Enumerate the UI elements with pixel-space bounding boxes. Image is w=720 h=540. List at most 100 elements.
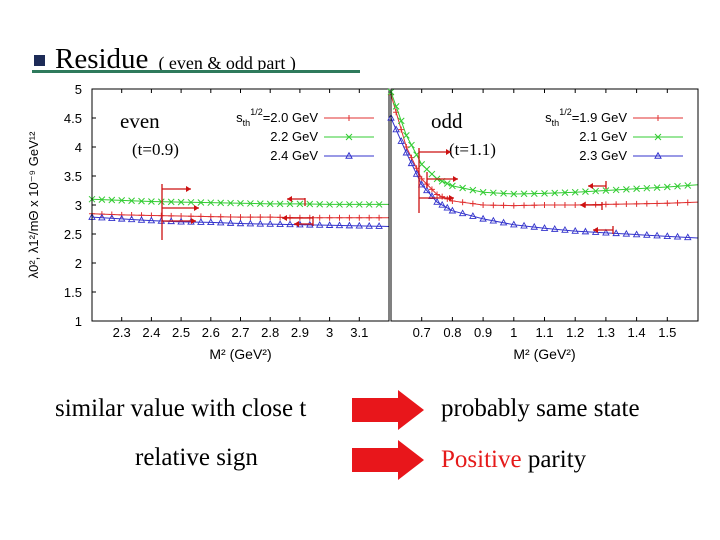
data-point xyxy=(653,184,661,191)
y-tick-label: 5 xyxy=(75,82,82,97)
data-point xyxy=(510,202,517,209)
data-point xyxy=(571,188,579,196)
data-point xyxy=(316,214,323,221)
data-point xyxy=(550,225,559,232)
x-axis-label: M² (GeV²) xyxy=(209,346,271,362)
data-point xyxy=(582,188,589,196)
t-value-label: (t=1.1) xyxy=(449,140,496,159)
y-tick-label: 3 xyxy=(75,198,82,213)
data-point xyxy=(355,221,364,229)
annotation-arrowhead xyxy=(453,176,458,182)
annotation-arrowhead xyxy=(446,149,451,155)
legend-entry: 2.2 GeV xyxy=(270,129,318,144)
data-point xyxy=(653,231,661,239)
data-point xyxy=(207,199,215,207)
data-point xyxy=(266,220,274,227)
data-point xyxy=(530,222,539,230)
data-point xyxy=(266,200,274,208)
caption-positive-parity: Positive parity xyxy=(441,446,586,474)
data-point xyxy=(397,137,405,144)
title-main: Residue xyxy=(55,43,149,75)
legend-marker xyxy=(346,115,352,121)
chart-panel-even: 2.3 2.4 2.5 2.6 2.7 2.8 2.9 3 3.1 1 1.5 2 2.5 3 3.5 4 4.… xyxy=(64,82,390,362)
t-value-label: (t=0.9) xyxy=(132,140,179,159)
x-tick-label: 2.6 xyxy=(202,325,220,340)
annotation-arrowhead xyxy=(580,202,585,208)
data-point xyxy=(346,201,353,208)
data-point xyxy=(612,229,620,237)
data-point xyxy=(490,202,497,209)
data-point xyxy=(325,221,334,228)
data-point xyxy=(257,214,264,221)
data-point xyxy=(187,198,195,206)
data-point xyxy=(256,200,264,208)
data-point xyxy=(673,232,682,240)
data-point xyxy=(510,220,518,228)
data-point xyxy=(623,185,630,193)
data-point xyxy=(346,214,353,221)
data-point xyxy=(592,187,600,195)
data-point xyxy=(541,190,548,197)
chart-panel-odd: 0.7 0.8 0.9 1 1.1 1.2 1.3 1.4 1.5 M² (GeV²) odd (t=… xyxy=(387,88,699,362)
data-point xyxy=(137,215,146,223)
legend-entry: 2.4 GeV xyxy=(270,148,318,163)
x-tick-label: 2.7 xyxy=(231,325,249,340)
data-point xyxy=(98,196,106,203)
data-point xyxy=(674,199,681,206)
data-point xyxy=(622,229,631,237)
series-line xyxy=(390,117,699,239)
data-point xyxy=(684,199,691,206)
data-point xyxy=(674,182,681,190)
data-point xyxy=(428,186,435,193)
data-point xyxy=(128,197,135,205)
data-point xyxy=(147,216,156,224)
data-point xyxy=(623,201,630,208)
data-point xyxy=(316,200,324,208)
x-tick-label: 3 xyxy=(326,325,333,340)
annotation-arrowhead xyxy=(449,195,454,201)
data-point xyxy=(256,219,265,227)
residue-chart: 2.3 2.4 2.5 2.6 2.7 2.8 2.9 3 3.1 1 1.5 2 2.5 3 3.5 4 4.… xyxy=(26,82,699,362)
data-point xyxy=(654,200,661,207)
data-point xyxy=(663,183,671,191)
data-point xyxy=(296,200,304,208)
data-point xyxy=(469,200,476,207)
data-point xyxy=(326,214,333,221)
data-point xyxy=(500,202,507,209)
data-point xyxy=(417,180,426,188)
data-point xyxy=(433,197,441,205)
title-sub: ( even & odd part ) xyxy=(158,53,296,73)
data-point xyxy=(684,182,692,189)
data-point xyxy=(117,214,126,222)
legend-marker xyxy=(655,115,661,121)
x-axis-label: M² (GeV²) xyxy=(513,346,575,362)
data-point xyxy=(561,189,569,196)
data-point xyxy=(148,198,155,205)
data-point xyxy=(643,231,651,238)
data-point xyxy=(365,221,373,229)
data-point xyxy=(489,216,498,224)
data-point xyxy=(572,202,579,208)
data-point xyxy=(246,219,255,227)
y-tick-label: 2.5 xyxy=(64,227,82,242)
data-point xyxy=(439,193,446,200)
data-point xyxy=(276,200,284,208)
data-point xyxy=(127,215,136,223)
data-point xyxy=(336,214,343,221)
annotation-arrowhead xyxy=(593,227,598,233)
data-point xyxy=(541,202,548,208)
annotation-markers xyxy=(161,148,614,240)
data-point xyxy=(602,187,610,194)
x-tick-label: 1.4 xyxy=(628,325,646,340)
data-point xyxy=(520,190,528,198)
data-point xyxy=(402,148,411,156)
x-tick-label: 1 xyxy=(510,325,517,340)
data-point xyxy=(412,169,421,177)
data-point xyxy=(643,184,651,192)
square-bullet-icon xyxy=(34,55,45,66)
legend-marker xyxy=(654,151,662,159)
data-point xyxy=(217,199,225,207)
data-point xyxy=(306,200,314,208)
series-line xyxy=(91,216,390,227)
data-point xyxy=(177,198,185,206)
